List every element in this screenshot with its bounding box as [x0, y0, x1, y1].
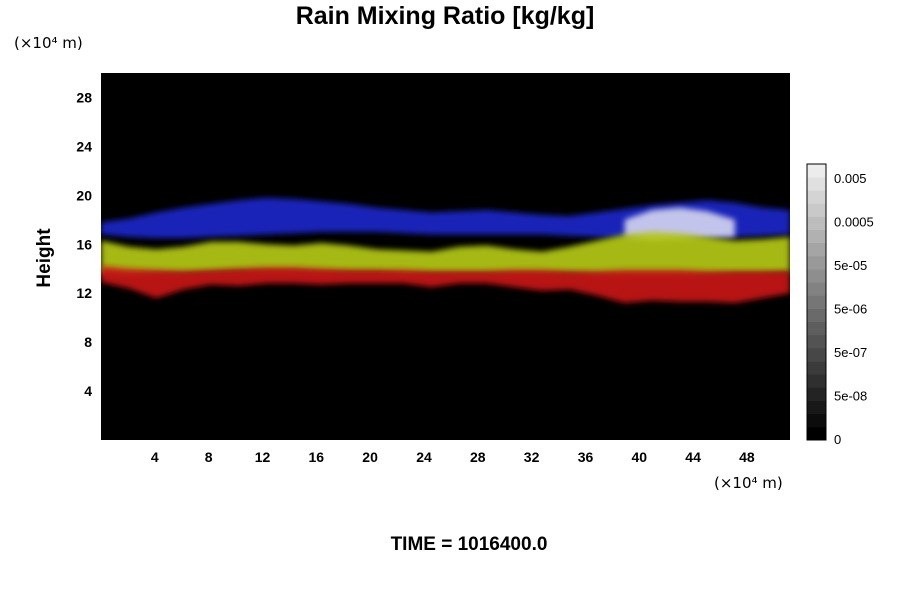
- time-label: TIME = 1016400.0: [391, 534, 548, 555]
- x-tick-label: 40: [632, 449, 648, 465]
- y-tick-label: 12: [76, 285, 92, 301]
- x-tick-label: 8: [205, 449, 213, 465]
- colorbar-tick-label: 0: [834, 432, 841, 447]
- colorbar-swatch: [807, 190, 826, 204]
- colorbar-swatch: [807, 387, 826, 401]
- colorbar-tick-label: 5e-07: [834, 345, 867, 360]
- y-tick-label: 8: [84, 334, 92, 350]
- y-tick-label: 4: [84, 383, 92, 399]
- colorbar-swatch: [807, 361, 826, 375]
- x-axis-ticks: 4 8 12 16 20 24 28 32 36 40 44 48: [151, 449, 755, 465]
- x-tick-label: 12: [255, 449, 271, 465]
- colorbar-swatch: [807, 374, 826, 388]
- x-tick-label: 44: [685, 449, 701, 465]
- colorbar-ticks: 0 5e-08 5e-07 5e-06 5e-05 0.0005 0.005: [834, 171, 874, 447]
- colorbar-tick-label: 5e-08: [834, 389, 867, 404]
- colorbar-swatch: [807, 229, 826, 244]
- colorbar-swatch: [807, 164, 826, 178]
- colorbar-swatch: [807, 177, 826, 191]
- x-tick-label: 24: [416, 449, 432, 465]
- x-tick-label: 32: [524, 449, 540, 465]
- y-axis-label: Height: [34, 228, 55, 288]
- colorbar-swatch: [807, 321, 826, 336]
- chart-title: Rain Mixing Ratio [kg/kg]: [296, 2, 595, 30]
- colorbar-tick-label: 0.0005: [834, 215, 874, 230]
- colorbar-swatch: [807, 308, 826, 323]
- colorbar-swatch: [807, 295, 826, 309]
- y-tick-label: 20: [76, 187, 92, 203]
- colorbar-swatch: [807, 256, 826, 270]
- colorbar-swatch: [807, 203, 826, 217]
- colorbar-swatch: [807, 282, 826, 296]
- colorbar-swatch: [807, 413, 826, 428]
- layer-red: [101, 266, 790, 303]
- y-tick-label: 16: [76, 236, 92, 252]
- colorbar-swatch: [807, 269, 826, 283]
- x-axis-unit: (×10⁴ m): [714, 474, 783, 492]
- colorbar-swatch: [807, 400, 826, 415]
- colorbar-swatch: [807, 242, 826, 257]
- layer-blue: [101, 197, 790, 239]
- colorbar-swatch: [807, 348, 826, 362]
- colorbar-swatch: [807, 426, 826, 441]
- colorbar-frame: [806, 163, 827, 441]
- x-tick-label: 4: [151, 449, 159, 465]
- y-tick-label: 24: [76, 138, 92, 154]
- colorbar-tick-label: 5e-05: [834, 258, 867, 273]
- rain-layers: [101, 197, 790, 303]
- x-tick-label: 20: [362, 449, 378, 465]
- colorbar-tick-label: 5e-06: [834, 302, 867, 317]
- x-tick-label: 28: [470, 449, 486, 465]
- colorbar-swatch: [807, 334, 826, 349]
- y-tick-label: 28: [76, 90, 92, 106]
- x-tick-label: 16: [309, 449, 325, 465]
- x-tick-label: 36: [578, 449, 594, 465]
- layer-yellow: [101, 232, 790, 275]
- y-axis-unit: (×10⁴ m): [14, 34, 83, 52]
- colorbar: [806, 163, 827, 441]
- colorbar-swatch: [807, 216, 826, 231]
- y-axis-ticks: 4 8 12 16 20 24 28: [76, 90, 92, 400]
- x-tick-label: 48: [739, 449, 755, 465]
- colorbar-tick-label: 0.005: [834, 171, 867, 186]
